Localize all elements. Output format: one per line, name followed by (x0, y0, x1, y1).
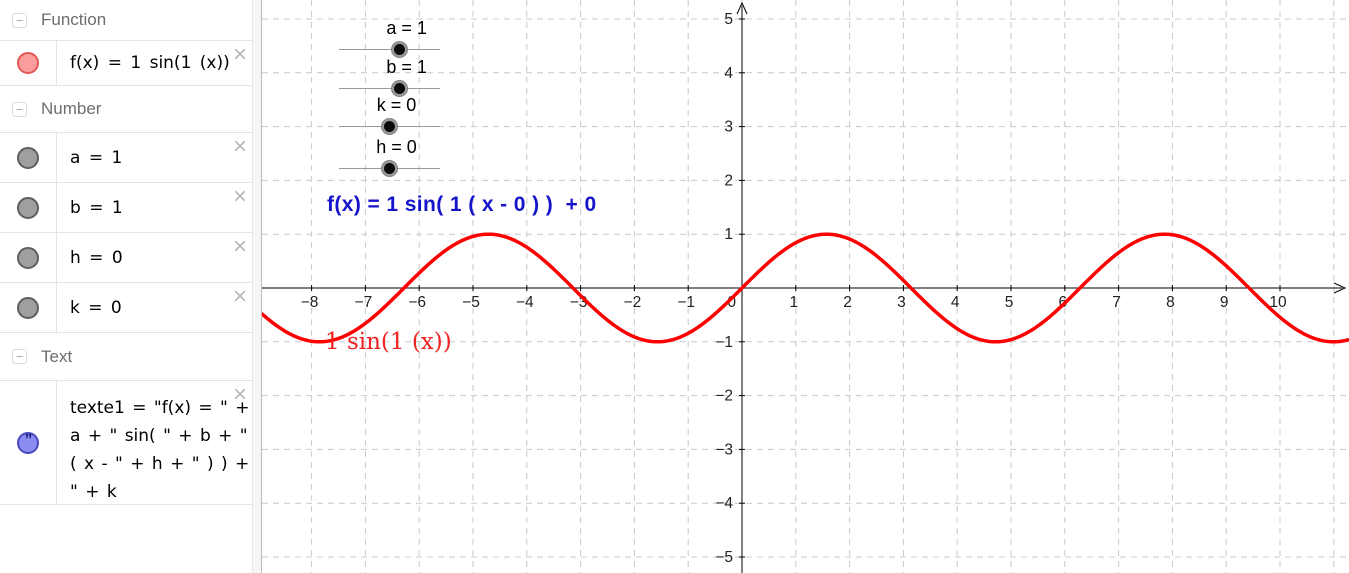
text-icon-cell: ” (0, 381, 57, 504)
collapse-number-button[interactable]: − (12, 101, 27, 117)
x-tick-label: −8 (301, 294, 319, 311)
visibility-marble-k[interactable] (17, 296, 39, 319)
origin-label: 0 (727, 294, 736, 311)
section-header-number: − Number (0, 86, 252, 133)
slider-k-knob[interactable] (381, 118, 398, 135)
x-tick-label: 2 (843, 294, 852, 311)
number-row-a[interactable]: a = 1 × (0, 133, 252, 183)
slider-h-knob[interactable] (381, 160, 398, 177)
number-h-icon-cell (0, 233, 57, 282)
y-tick-label: −5 (715, 549, 733, 566)
number-k-icon-cell (0, 283, 57, 332)
section-header-function: − Function (0, 0, 252, 41)
number-row-b[interactable]: b = 1 × (0, 183, 252, 233)
x-tick-label: −1 (677, 294, 695, 311)
y-tick-label: 2 (724, 172, 733, 189)
curve-label[interactable]: 1 sin(1 (x)) (325, 329, 452, 355)
delete-k-button[interactable]: × (232, 283, 247, 310)
function-curve (262, 232, 1349, 344)
slider-b-knob[interactable] (391, 80, 409, 97)
collapse-text-button[interactable]: − (12, 349, 27, 364)
number-b-value: b = 1 (70, 197, 123, 218)
x-tick-label: −7 (355, 294, 373, 311)
x-tick-label: −4 (516, 294, 534, 311)
x-tick-label: 1 (789, 294, 798, 311)
text-definition-line2: a + " sin( " + b + " (70, 426, 248, 446)
function-row[interactable]: f(x) = 1 sin(1 (x)) × (0, 41, 252, 86)
algebra-view: − Function f(x) = 1 sin(1 (x)) × − Numbe… (0, 0, 252, 573)
section-text-label: Text (41, 346, 73, 366)
text-definition-line4: " + k (70, 482, 117, 502)
number-row-h[interactable]: h = 0 × (0, 233, 252, 283)
y-tick-label: 5 (724, 11, 733, 28)
visibility-marble-function[interactable] (17, 52, 39, 74)
x-tick-label: 4 (951, 294, 960, 311)
section-header-text: − Text (0, 333, 252, 381)
panel-divider[interactable] (252, 0, 262, 573)
function-icon-cell (0, 41, 57, 85)
number-b-icon-cell (0, 183, 57, 232)
y-tick-label: −3 (715, 441, 733, 458)
function-expression: f(x) = 1 sin(1 (x)) (70, 53, 230, 73)
slider-k-label: k = 0 (376, 95, 417, 115)
x-tick-label: 6 (1058, 294, 1067, 311)
x-tick-label: 7 (1112, 294, 1121, 311)
x-tick-label: 3 (897, 294, 906, 311)
text-definition-line3: ( x - " + h + " ) ) + (70, 454, 250, 474)
x-tick-label: 8 (1166, 294, 1175, 311)
section-function-label: Function (41, 10, 107, 29)
number-h-value: h = 0 (70, 247, 123, 268)
visibility-marble-text quote-icon[interactable]: ” (17, 431, 39, 454)
y-tick-label: 1 (724, 226, 733, 243)
delete-b-button[interactable]: × (232, 183, 247, 210)
slider-a-label: a = 1 (386, 18, 427, 38)
x-tick-label: 9 (1220, 294, 1229, 311)
x-tick-label: −3 (570, 294, 588, 311)
slider-a-knob[interactable] (391, 41, 409, 58)
x-tick-label: 10 (1269, 294, 1287, 311)
number-a-icon-cell (0, 133, 57, 182)
slider-b-track[interactable] (339, 88, 440, 89)
x-tick-label: −2 (624, 294, 642, 311)
delete-function-button[interactable]: × (232, 41, 247, 68)
section-number-label: Number (41, 99, 102, 118)
number-row-k[interactable]: k = 0 × (0, 283, 252, 333)
text-definition-line1: texte1 = "f(x) = " + (70, 398, 250, 418)
collapse-function-button[interactable]: − (12, 12, 27, 28)
plot-canvas: −8 −7 −6 −5 −4 −3 −2 −1 0 1 2 3 4 5 6 7 8 9 10 −5 −4 −3 −2 −1 1 2… (262, 0, 1349, 573)
delete-text-button[interactable]: × (232, 381, 247, 408)
number-k-value: k = 0 (70, 297, 122, 318)
delete-a-button[interactable]: × (232, 133, 247, 160)
slider-a-track[interactable] (339, 49, 440, 50)
delete-h-button[interactable]: × (232, 233, 247, 260)
x-tick-label: 5 (1005, 294, 1014, 311)
slider-h-label: h = 0 (376, 137, 417, 157)
y-tick-label: 3 (724, 119, 733, 136)
x-tick-label: −6 (408, 294, 426, 311)
visibility-marble-h[interactable] (17, 246, 39, 269)
y-tick-label: −4 (715, 495, 733, 512)
slider-b-label: b = 1 (386, 57, 427, 77)
visibility-marble-a[interactable] (17, 146, 39, 169)
y-tick-label: −1 (715, 334, 733, 351)
y-tick-label: 4 (724, 65, 733, 82)
x-tick-label: −5 (462, 294, 480, 311)
x-axis-arrow (1333, 282, 1347, 294)
graphics-view[interactable]: −8 −7 −6 −5 −4 −3 −2 −1 0 1 2 3 4 5 6 7 8 9 10 −5 −4 −3 −2 −1 1 2… (262, 0, 1349, 573)
visibility-marble-b[interactable] (17, 196, 39, 219)
text-definition: texte1 = "f(x) = " + a + " sin( " + b + … (57, 381, 250, 504)
number-a-value: a = 1 (70, 147, 123, 168)
y-axis-arrow (736, 1, 748, 15)
y-tick-label: −2 (715, 388, 733, 405)
text-row-texte1[interactable]: ” texte1 = "f(x) = " + a + " sin( " + b … (0, 381, 252, 505)
formula-text[interactable]: f(x) = 1 sin( 1 ( x - 0 ) ) + 0 (327, 193, 597, 216)
